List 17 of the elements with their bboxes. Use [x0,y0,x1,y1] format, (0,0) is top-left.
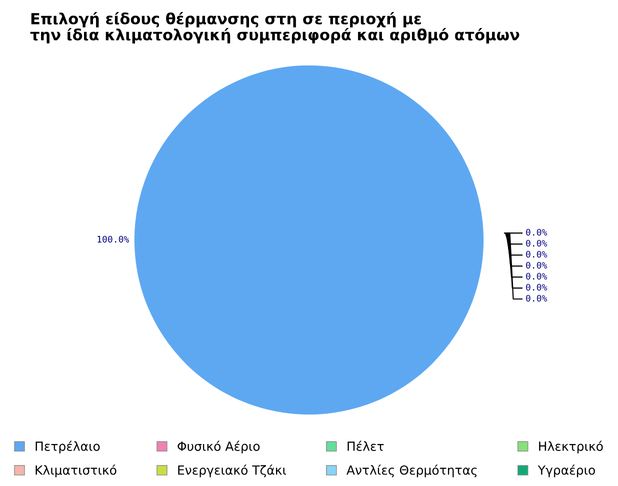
legend-label: Ενεργειακό Τζάκι [178,464,286,478]
text: 0.0% [526,272,548,280]
data-label: 100.0% [98,236,130,243]
legend-label: Υγραέριο [538,464,595,478]
legend-label: Φυσικό Αέριο [178,440,260,454]
text: 0.0% [526,250,548,258]
legend-label: Πέλετ [348,440,384,451]
chart-title: Επιλογή είδους θέρμανσης στη σε περιοχή με την ίδια κλιματολογική συμπεριφορά και αριθμό ατόμων [30,12,520,44]
text: 0.0% [526,262,548,269]
text: 0.0% [526,284,548,291]
text: 0.0% [526,240,548,247]
legend-label: Αντλίες Θερμότητας [346,464,477,478]
text: 0.0% [526,228,548,236]
text: 0.0% [526,294,548,302]
legend-label: Κλιματιστικό [36,464,116,478]
legend-label: Πετρέλαιο [36,440,100,454]
legend-label: Ηλεκτρικό [539,440,603,454]
